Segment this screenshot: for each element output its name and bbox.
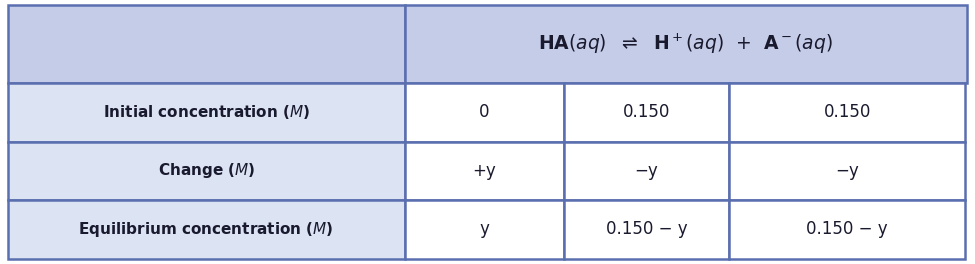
Text: +y: +y — [472, 162, 496, 180]
FancyBboxPatch shape — [564, 83, 729, 142]
FancyBboxPatch shape — [405, 83, 564, 142]
FancyBboxPatch shape — [8, 200, 405, 259]
FancyBboxPatch shape — [564, 142, 729, 200]
FancyBboxPatch shape — [405, 142, 564, 200]
Text: −y: −y — [635, 162, 658, 180]
Text: $\mathbf{Change\ (}$$\mathit{M}$$\mathbf{)}$: $\mathbf{Change\ (}$$\mathit{M}$$\mathbf… — [158, 162, 254, 180]
FancyBboxPatch shape — [729, 200, 965, 259]
Text: $\mathbf{HA}$($\mathit{aq}$)  $\rightleftharpoons$  $\mathbf{H}^+$($\mathit{aq}$: $\mathbf{HA}$($\mathit{aq}$) $\rightleft… — [538, 32, 834, 56]
FancyBboxPatch shape — [729, 142, 965, 200]
FancyBboxPatch shape — [564, 200, 729, 259]
Text: 0: 0 — [479, 103, 489, 121]
FancyBboxPatch shape — [8, 5, 405, 83]
Text: y: y — [479, 220, 489, 238]
Text: $\mathbf{Equilibrium\ concentration\ (}$$\mathit{M}$$\mathbf{)}$: $\mathbf{Equilibrium\ concentration\ (}$… — [78, 220, 334, 239]
Text: −y: −y — [836, 162, 859, 180]
FancyBboxPatch shape — [405, 5, 967, 83]
FancyBboxPatch shape — [729, 83, 965, 142]
Text: $\mathbf{Initial\ concentration\ (}$$\mathit{M}$$\mathbf{)}$: $\mathbf{Initial\ concentration\ (}$$\ma… — [102, 103, 310, 121]
Text: 0.150 − y: 0.150 − y — [605, 220, 687, 238]
FancyBboxPatch shape — [405, 200, 564, 259]
FancyBboxPatch shape — [8, 83, 405, 142]
Text: 0.150: 0.150 — [623, 103, 670, 121]
FancyBboxPatch shape — [8, 142, 405, 200]
Text: 0.150 − y: 0.150 − y — [806, 220, 888, 238]
Text: 0.150: 0.150 — [824, 103, 871, 121]
